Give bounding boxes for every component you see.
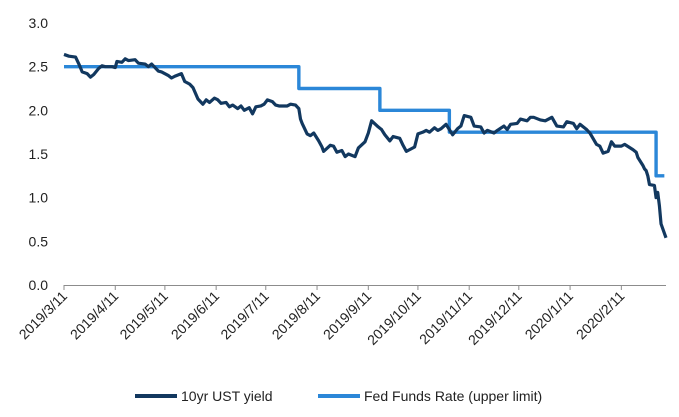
- series-layer: [63, 52, 668, 239]
- y-tick-label: 2.5: [29, 59, 49, 75]
- y-axis: 0.0 0.5 1.0 1.5 2.0 2.5 3.0: [29, 15, 49, 293]
- x-tick-label: 2020/2/11: [573, 288, 628, 343]
- x-tick-label: 2019/10/11: [364, 288, 424, 348]
- legend: 10yr UST yield Fed Funds Rate (upper limi…: [135, 388, 542, 404]
- x-tick-label: 2019/8/11: [269, 288, 324, 343]
- legend-item-fed-funds-rate: Fed Funds Rate (upper limit): [318, 388, 542, 404]
- series-line-10yr-ust-yield: [63, 52, 668, 239]
- x-tick-label: 2019/5/11: [116, 288, 171, 343]
- x-tick-label: 2019/4/11: [67, 288, 122, 343]
- y-tick-label: 1.0: [29, 190, 49, 206]
- legend-label: 10yr UST yield: [181, 388, 273, 404]
- y-tick-label: 3.0: [29, 15, 49, 31]
- y-tick-label: 2.0: [29, 102, 49, 118]
- legend-label: Fed Funds Rate (upper limit): [364, 388, 542, 404]
- x-tick-label: 2020/1/11: [522, 288, 577, 343]
- y-tick-label: 0.5: [29, 233, 49, 249]
- y-tick-label: 0.0: [29, 277, 49, 293]
- x-tick-label: 2019/7/11: [217, 288, 272, 343]
- series-line-fed-funds-rate: [64, 64, 665, 178]
- x-tick-label: 2019/12/11: [465, 288, 525, 348]
- x-tick-label: 2019/3/11: [15, 288, 70, 343]
- y-tick-label: 1.5: [29, 146, 49, 162]
- legend-item-10yr-ust-yield: 10yr UST yield: [135, 388, 273, 404]
- x-tick-label: 2019/6/11: [168, 288, 223, 343]
- x-axis: 2019/3/112019/4/112019/5/112019/6/112019…: [15, 285, 666, 348]
